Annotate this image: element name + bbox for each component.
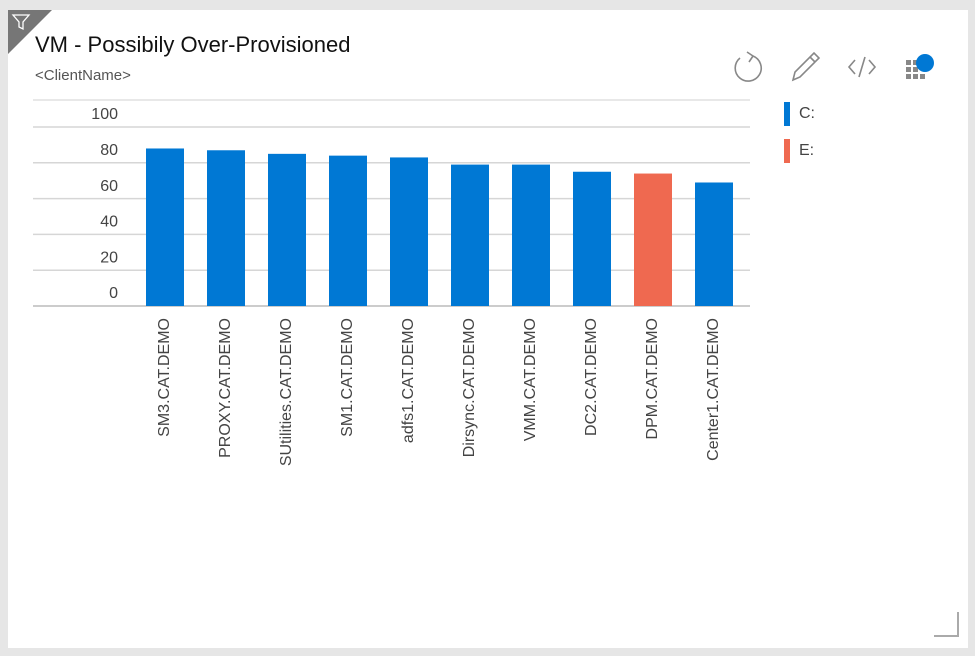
- bar: [695, 182, 733, 306]
- edit-icon[interactable]: [791, 51, 821, 82]
- filter-corner[interactable]: [8, 10, 52, 54]
- icon-cell: [920, 74, 925, 79]
- legend-swatch: [784, 102, 790, 126]
- bar: [146, 148, 184, 306]
- bar: [207, 150, 245, 306]
- bar: [451, 164, 489, 306]
- legend-label: E:: [799, 142, 814, 159]
- resize-handle[interactable]: [934, 612, 959, 637]
- x-tick-label: DPM.CAT.DEMO: [644, 318, 661, 439]
- icon-cell: [913, 67, 918, 72]
- y-tick-label: 40: [100, 214, 118, 231]
- refresh-icon[interactable]: [734, 51, 762, 82]
- code-icon[interactable]: [847, 56, 877, 78]
- chart-title: VM - Possibily Over-Provisioned: [35, 32, 350, 57]
- x-tick-label: SM1.CAT.DEMO: [339, 318, 356, 437]
- bar: [268, 153, 306, 306]
- x-tick-label: DC2.CAT.DEMO: [583, 318, 600, 436]
- x-tick-label: adfs1.CAT.DEMO: [400, 318, 417, 443]
- card: [8, 10, 968, 648]
- icon-cell: [913, 74, 918, 79]
- x-tick-label: PROXY.CAT.DEMO: [217, 318, 234, 458]
- bar: [634, 173, 672, 306]
- filter-icon: [11, 14, 31, 31]
- y-tick-label: 80: [100, 142, 118, 159]
- bar: [573, 171, 611, 306]
- icon-badge: [916, 54, 934, 72]
- y-tick-label: 60: [100, 178, 118, 195]
- toolbar: [734, 51, 877, 82]
- x-tick-label: VMM.CAT.DEMO: [522, 318, 539, 441]
- bar: [329, 155, 367, 306]
- chart-subtitle: <ClientName>: [35, 67, 131, 84]
- icon-cell: [906, 74, 911, 79]
- y-tick-label: 100: [91, 106, 118, 123]
- y-tick-label: 20: [100, 249, 118, 266]
- x-tick-label: Center1.CAT.DEMO: [705, 318, 722, 461]
- x-tick-label: Dirsync.CAT.DEMO: [461, 318, 478, 457]
- icon-cell: [913, 60, 918, 65]
- icon-cell: [906, 60, 911, 65]
- legend-swatch: [784, 139, 790, 163]
- icon-cell: [906, 67, 911, 72]
- y-tick-label: 0: [109, 285, 118, 302]
- x-tick-label: SM3.CAT.DEMO: [156, 318, 173, 437]
- x-tick-label: SUtilities.CAT.DEMO: [278, 318, 295, 466]
- legend-label: C:: [799, 105, 815, 122]
- insight-icon[interactable]: [906, 54, 934, 79]
- bar: [512, 164, 550, 306]
- bar: [390, 157, 428, 306]
